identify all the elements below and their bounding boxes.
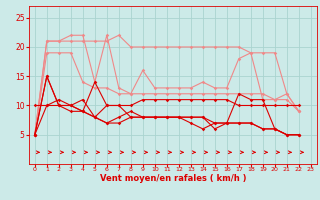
X-axis label: Vent moyen/en rafales ( km/h ): Vent moyen/en rafales ( km/h ) (100, 174, 246, 183)
